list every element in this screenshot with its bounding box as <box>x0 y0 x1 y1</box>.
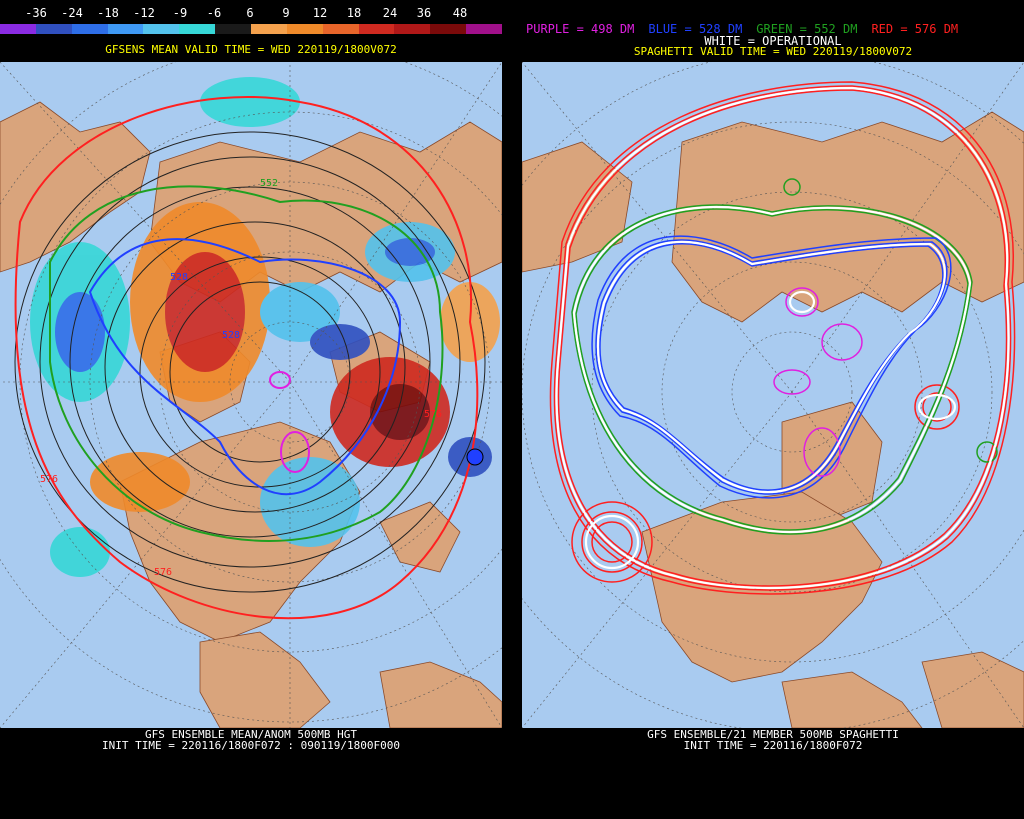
scale-swatch <box>394 24 431 34</box>
scale-tick-label: 48 <box>452 6 468 20</box>
mean-footer-line2: INIT TIME = 220116/1800F072 : 090119/180… <box>101 739 400 752</box>
scale-swatch <box>179 24 216 34</box>
panel-divider <box>502 0 522 819</box>
contour-labels: 552 528 528 576 576 576 <box>40 178 442 578</box>
legend-blue: BLUE = 528 DM <box>648 22 743 36</box>
scale-tick-label: 24 <box>382 6 398 20</box>
contour-552 <box>49 185 444 542</box>
legend-red: RED = 576 DM <box>871 22 959 36</box>
scale-tick-label: 9 <box>282 6 290 20</box>
scale-tick-label: 12 <box>312 6 328 20</box>
spaghetti-map-graphic <box>522 62 1024 728</box>
positive-anomaly <box>90 452 190 512</box>
scale-swatch <box>35 24 72 34</box>
anomaly-color-scale <box>0 24 503 34</box>
scale-swatch <box>71 24 108 34</box>
scale-swatch <box>143 24 180 34</box>
spaghetti-legend: PURPLE = 498 DM BLUE = 528 DM GREEN = 552 … <box>526 22 1024 36</box>
scale-tick-label: -12 <box>133 6 155 20</box>
legend-purple: PURPLE = 498 DM <box>526 22 635 36</box>
contour-498 <box>280 431 310 473</box>
mean-footer-line1: GFS ENSEMBLE MEAN/ANOM 500MB HGT <box>145 728 357 741</box>
contour-label: 552 <box>260 178 278 189</box>
contour-528 <box>88 238 402 496</box>
spaghetti-footer-line1: GFS ENSEMBLE/21 MEMBER 500MB SPAGHETTI <box>647 728 899 741</box>
scale-tick-label: 36 <box>416 6 432 20</box>
operational-contours <box>555 86 1010 590</box>
spaghetti-576 <box>549 81 1016 595</box>
spaghetti-552 <box>571 178 998 535</box>
graticule <box>522 62 1024 728</box>
legend-green: GREEN = 552 DM <box>756 22 858 36</box>
contour-label: 528 <box>170 272 188 283</box>
contour-498 <box>269 371 291 389</box>
operational-legend: WHITE = OPERATIONAL <box>704 34 842 48</box>
scale-swatch <box>286 24 323 34</box>
mean-valid-time-title: GFSENS MEAN VALID TIME = WED 220119/1800… <box>105 43 397 56</box>
positive-anomaly <box>370 384 430 440</box>
scale-tick-label: 18 <box>346 6 362 20</box>
scale-swatch <box>430 24 467 34</box>
scale-swatch <box>215 24 252 34</box>
spaghetti-map <box>522 62 1024 728</box>
spaghetti-footer-line2: INIT TIME = 220116/1800F072 <box>683 739 863 752</box>
scale-tick-label: -18 <box>97 6 119 20</box>
contour-label: 576 <box>424 409 442 420</box>
negative-anomaly <box>50 527 110 577</box>
scale-swatch <box>107 24 144 34</box>
scale-tick-label: -36 <box>25 6 47 20</box>
ensemble-mean-map: 552 528 528 576 576 576 <box>0 62 502 728</box>
scale-tick-label: 6 <box>246 6 254 20</box>
negative-anomaly <box>260 282 340 342</box>
height-contours <box>14 131 486 593</box>
scale-swatch <box>358 24 395 34</box>
negative-anomaly <box>310 324 370 360</box>
ensemble-mean-panel: -36 -24 -18 -12 -9 -6 6 9 12 18 24 36 48… <box>0 0 503 819</box>
graticule <box>0 62 502 728</box>
scale-swatch <box>322 24 359 34</box>
contour-label: 576 <box>154 567 172 578</box>
negative-anomaly <box>200 77 300 127</box>
scale-swatch <box>251 24 287 34</box>
low-center <box>466 448 484 466</box>
negative-anomaly <box>55 292 105 372</box>
contour-576 <box>14 96 479 620</box>
anomaly-scale-labels: -36 -24 -18 -12 -9 -6 6 9 12 18 24 36 48 <box>0 6 502 20</box>
spaghetti-498 <box>773 287 863 477</box>
contour-label: 528 <box>222 330 240 341</box>
scale-tick-label: -6 <box>206 6 222 20</box>
scale-swatch <box>0 24 36 34</box>
scale-tick-label: -9 <box>172 6 188 20</box>
contour-label: 576 <box>40 474 58 485</box>
spaghetti-valid-time-title: SPAGHETTI VALID TIME = WED 220119/1800V0… <box>633 45 913 58</box>
scale-swatch <box>466 24 503 34</box>
scale-tick-label: -24 <box>61 6 83 20</box>
mean-map-graphic: 552 528 528 576 576 576 <box>0 62 502 728</box>
spaghetti-panel: PURPLE = 498 DM BLUE = 528 DM GREEN = 552 … <box>522 0 1024 819</box>
